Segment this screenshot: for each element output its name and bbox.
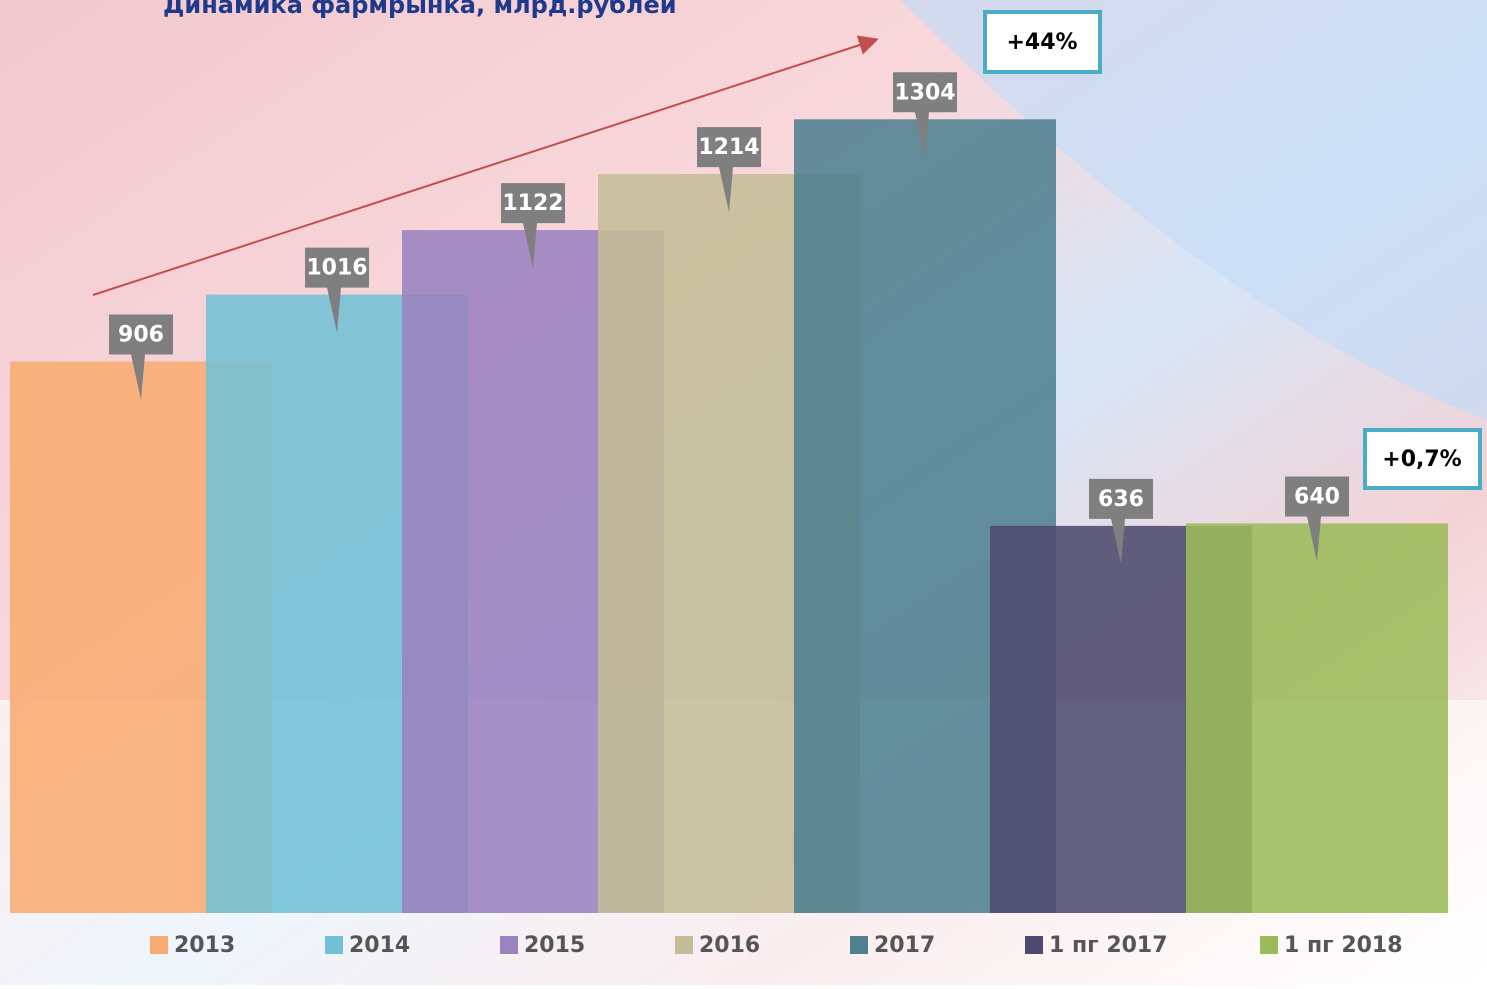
legend-label: 1 пг 2017 — [1049, 933, 1168, 958]
legend-label: 1 пг 2018 — [1284, 933, 1403, 958]
annotation: +0,7% — [1382, 447, 1461, 472]
legend-label: 2013 — [174, 933, 235, 958]
legend-label: 2014 — [349, 933, 410, 958]
data-label: 636 — [1098, 487, 1144, 512]
chart-title: Динамика фармрынка, млрд.рублей — [163, 0, 677, 19]
data-label: 1016 — [306, 256, 367, 281]
legend-swatch — [1260, 936, 1278, 954]
data-label: 1304 — [894, 80, 955, 105]
chart: Динамика фармрынка, млрд.рублей 906 1016 1… — [0, 0, 1487, 985]
bar — [1186, 523, 1448, 913]
legend-label: 2016 — [699, 933, 760, 958]
legend-swatch — [675, 936, 693, 954]
data-label: 906 — [118, 323, 164, 348]
legend-swatch — [500, 936, 518, 954]
legend-label: 2015 — [524, 933, 585, 958]
annotation: +44% — [1006, 30, 1077, 55]
data-label: 1122 — [502, 191, 563, 216]
data-label: 1214 — [698, 135, 759, 160]
legend-label: 2017 — [874, 933, 935, 958]
legend-swatch — [1025, 936, 1043, 954]
legend-swatch — [150, 936, 168, 954]
legend-swatch — [850, 936, 868, 954]
legend-swatch — [325, 936, 343, 954]
data-label: 640 — [1294, 484, 1340, 509]
